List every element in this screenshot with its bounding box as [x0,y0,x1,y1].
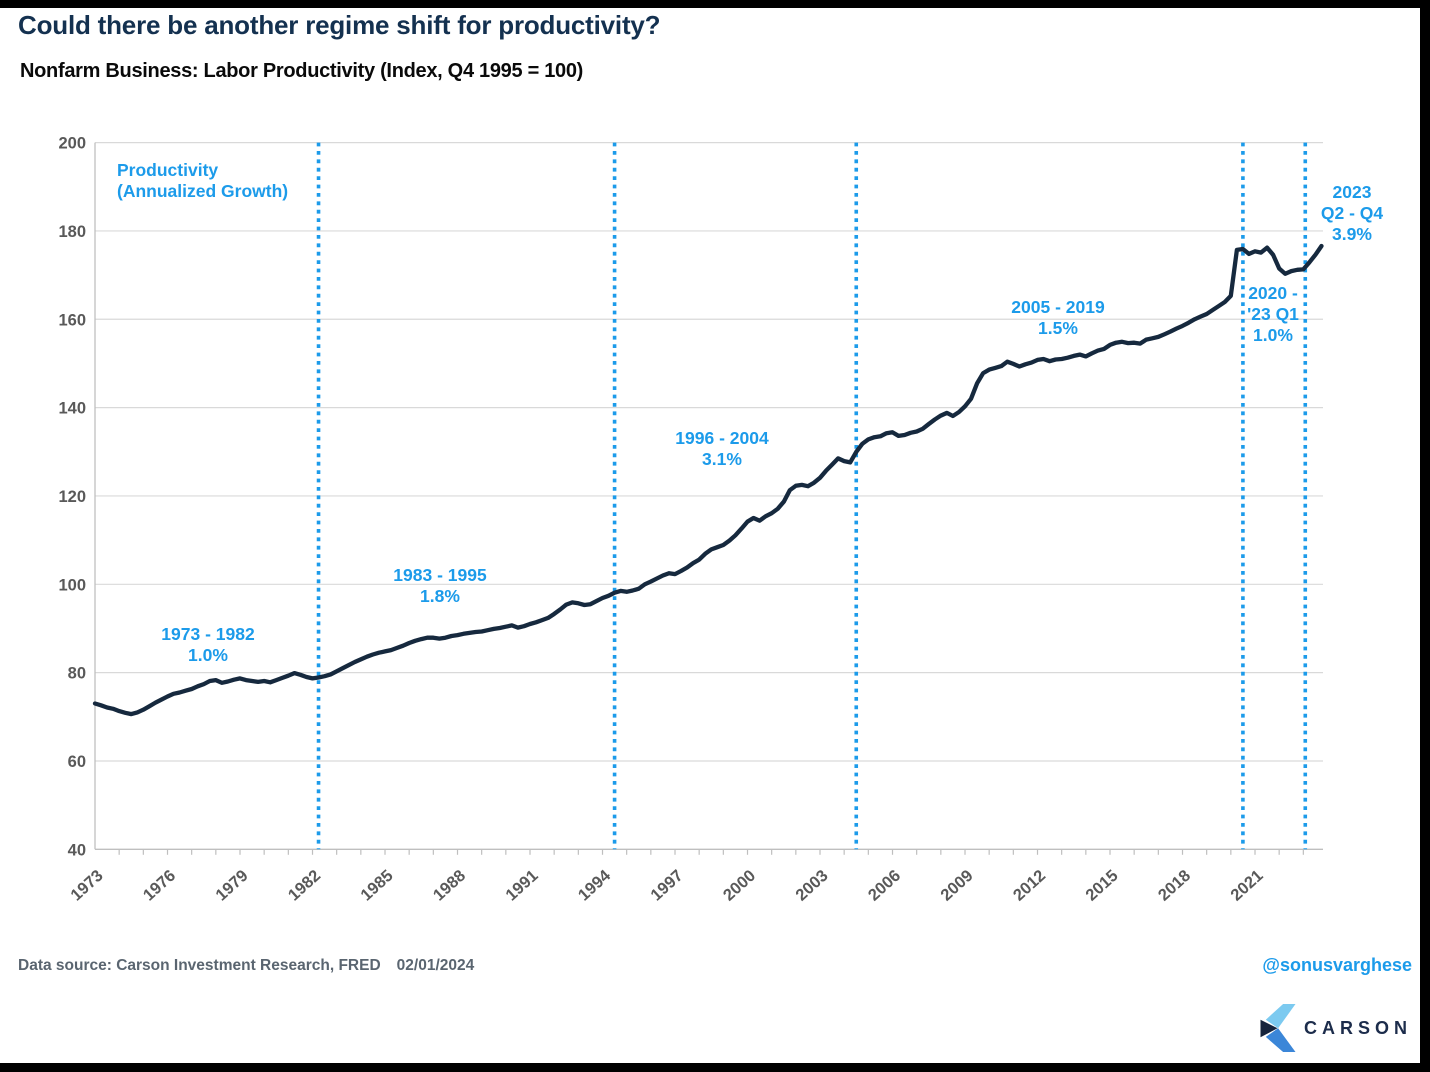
x-tick-label: 2015 [1082,867,1121,905]
data-source-date: 02/01/2024 [396,957,475,974]
screenshot-border-bottom [0,1063,1430,1072]
page-title: Could there be another regime shift for … [18,10,661,40]
y-tick-label: 200 [58,135,86,153]
x-tick-label: 2000 [720,867,759,905]
x-tick-label: 2003 [792,867,831,905]
x-tick-label: 2009 [937,867,976,905]
x-tick-label: 1976 [140,867,179,905]
data-source-text: Data source: Carson Investment Research,… [18,957,381,974]
carson-logo-text: CARSON [1303,1017,1412,1038]
x-tick-label: 2012 [1010,867,1049,905]
data-source-note: Data source: Carson Investment Research,… [18,957,474,975]
y-tick-label: 80 [68,665,86,683]
y-tick-label: 140 [58,400,86,418]
author-handle: @sonusvarghese [1262,955,1412,975]
x-tick-label: 1985 [357,867,396,905]
chart-subtitle: Nonfarm Business: Labor Productivity (In… [20,60,584,82]
x-tick-label: 1979 [212,867,251,905]
x-tick-label: 2021 [1227,867,1266,905]
x-tick-label: 1988 [430,867,469,905]
productivity-line [92,243,1324,717]
y-tick-label: 120 [58,488,86,506]
screenshot-border-top [0,0,1430,8]
y-tick-label: 180 [58,223,86,241]
carson-logo: CARSON [1260,1004,1412,1052]
screenshot-border-right [1420,0,1430,1072]
y-tick-label: 100 [58,576,86,594]
y-tick-label: 160 [58,311,86,329]
x-tick-label: 1982 [285,867,324,905]
carson-logo-icon [1260,1004,1296,1052]
x-tick-label: 1973 [67,867,106,905]
x-tick-label: 1991 [502,867,541,905]
x-tick-label: 1994 [575,866,615,904]
x-tick-label: 1997 [647,867,686,905]
x-tick-label: 2018 [1155,867,1194,905]
x-tick-label: 2006 [865,867,904,905]
y-tick-label: 60 [68,753,86,771]
y-tick-label: 40 [68,841,86,859]
